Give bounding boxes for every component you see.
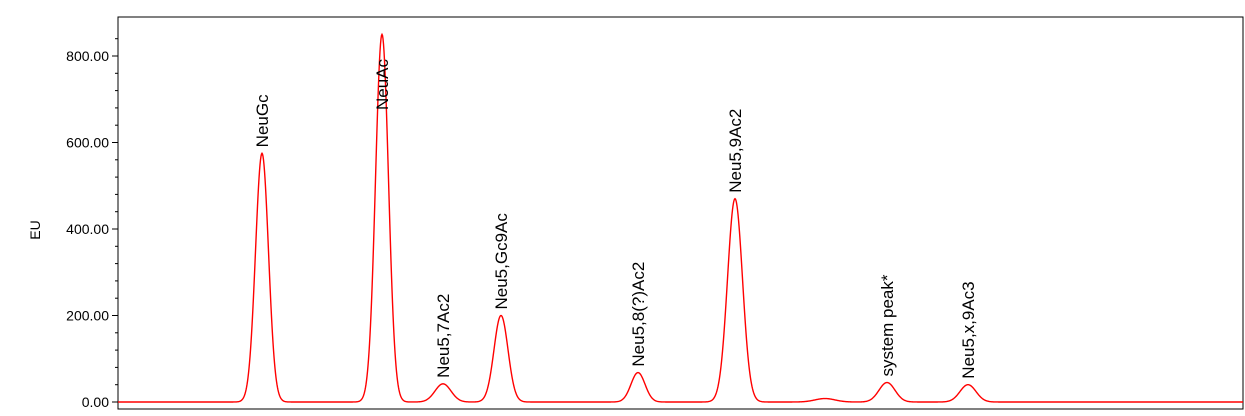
peak-label: system peak*	[878, 274, 897, 376]
peak-label: Neu5,x,9Ac3	[959, 281, 978, 378]
peak-label: NeuAc	[373, 58, 392, 110]
peak-label: Neu5,9Ac2	[726, 109, 745, 193]
y-axis-label: EU	[27, 220, 43, 239]
y-tick-label: 0.00	[82, 394, 109, 410]
peak-labels: NeuGc NeuAc Neu5,7Ac2 Neu5,Gc9Ac Neu5,8(?)Ac…	[253, 58, 978, 378]
peak-label: Neu5,Gc9Ac	[492, 213, 511, 310]
y-tick-label: 400.00	[66, 221, 109, 237]
y-tick-label: 800.00	[66, 48, 109, 64]
peak-label: NeuGc	[253, 94, 272, 147]
peak-label: Neu5,7Ac2	[434, 294, 453, 378]
y-tick-label: 200.00	[66, 308, 109, 324]
peak-label: Neu5,8(?)Ac2	[629, 262, 648, 367]
y-axis: 0.00 200.00 400.00 600.00 800.00	[66, 38, 118, 410]
plot-frame	[117, 16, 1244, 410]
y-tick-label: 600.00	[66, 135, 109, 151]
chromatogram-trace	[118, 32, 1243, 403]
